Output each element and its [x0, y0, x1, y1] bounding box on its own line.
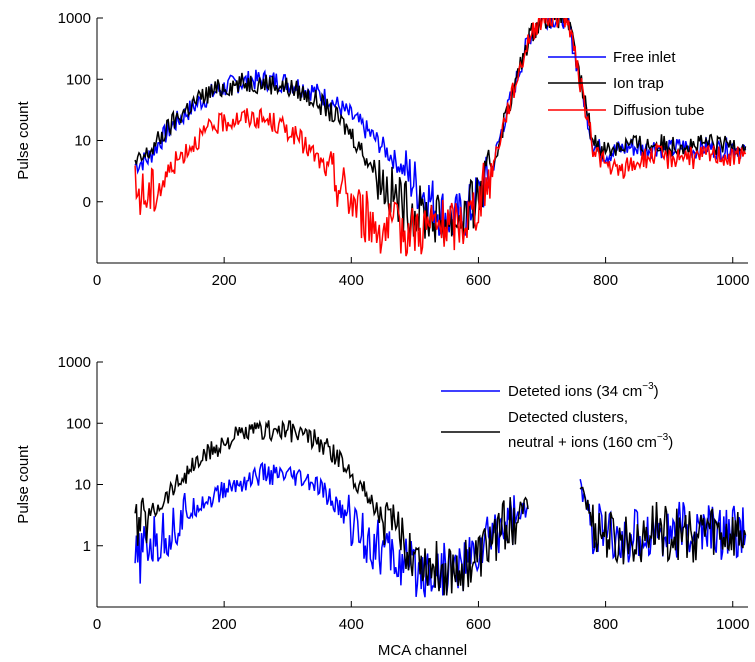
legend: Free inlet Ion trap Diffusion tube — [548, 49, 704, 119]
plot-area — [134, 18, 747, 257]
y-tick-label: 100 — [66, 71, 91, 88]
series-line-2 — [134, 419, 747, 596]
x-tick-label: 1000 — [716, 272, 749, 289]
x-tick-label: 0 — [93, 616, 101, 633]
chart-panel-1: 0 200 400 600 800 1000 0 10 100 1000 Pulse count Fr… — [15, 10, 749, 289]
y-tick-label: 100 — [66, 415, 91, 432]
y-tick-label: 1000 — [58, 354, 91, 371]
x-axis-label: MCA channel — [378, 642, 467, 659]
y-axis-label: Pulse count — [15, 100, 32, 179]
y-tick-label: 10 — [74, 477, 91, 494]
plot-area — [134, 419, 747, 598]
series-line-1 — [134, 18, 747, 240]
legend-label: Detected clusters, — [508, 409, 628, 426]
legend-label: Deteted ions (34 cm−3) — [508, 381, 659, 400]
y-tick-label: 1000 — [58, 10, 91, 27]
legend-label: Diffusion tube — [613, 102, 704, 119]
x-tick-label: 400 — [339, 272, 364, 289]
x-tick-label: 600 — [466, 272, 491, 289]
x-tick-label: 400 — [339, 616, 364, 633]
x-tick-label: 600 — [466, 616, 491, 633]
x-tick-label: 1000 — [716, 616, 749, 633]
legend-label-line2: neutral + ions (160 cm−3) — [508, 432, 673, 451]
chart-panel-2: 0 200 400 600 800 1000 1 10 100 1000 Pulse count MC… — [15, 354, 749, 659]
x-tick-label: 200 — [212, 272, 237, 289]
y-tick-label: 10 — [74, 133, 91, 150]
y-tick-label: 1 — [83, 538, 91, 555]
legend: Deteted ions (34 cm−3) Detected clusters,… — [441, 381, 673, 451]
x-tick-label: 200 — [212, 616, 237, 633]
x-tick-label: 800 — [593, 616, 618, 633]
x-tick-label: 0 — [93, 272, 101, 289]
y-axis-label: Pulse count — [15, 444, 32, 523]
series-line-3 — [134, 18, 747, 257]
x-tick-label: 800 — [593, 272, 618, 289]
legend-label: Free inlet — [613, 49, 676, 66]
legend-label: Ion trap — [613, 75, 664, 92]
y-tick-label: 0 — [83, 194, 91, 211]
